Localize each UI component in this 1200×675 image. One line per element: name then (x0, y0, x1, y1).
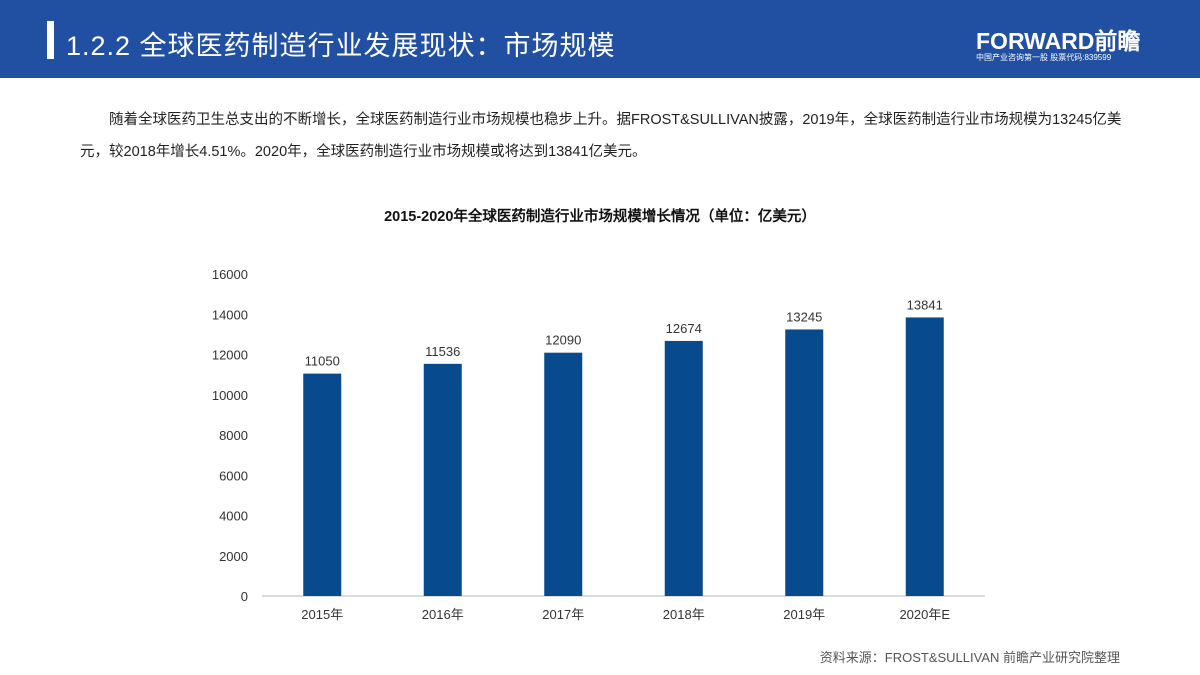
brand-logo-subtitle: 中国产业咨询第一股 股票代码:839599 (976, 53, 1112, 62)
x-tick-label: 2016年 (422, 607, 464, 622)
y-tick-label: 0 (241, 589, 248, 604)
intro-paragraph: 随着全球医药卫生总支出的不断增长，全球医药制造行业市场规模也稳步上升。据FROS… (80, 112, 1122, 160)
header-bar: 1.2.2 全球医药制造行业发展现状：市场规模 FORWARD前瞻 中国产业咨询… (0, 0, 1200, 78)
title-accent-bar (47, 21, 54, 59)
data-label: 11050 (305, 354, 340, 369)
data-label: 13841 (907, 297, 943, 312)
bar (905, 317, 944, 596)
y-tick-label: 6000 (219, 468, 248, 483)
source-note: 资料来源：FROST&SULLIVAN 前瞻产业研究院整理 (819, 650, 1120, 665)
x-tick-label: 2018年 (663, 607, 705, 622)
x-tick-label: 2015年 (301, 607, 343, 622)
y-tick-label: 12000 (212, 348, 248, 363)
y-tick-label: 4000 (219, 509, 248, 524)
data-label: 11536 (425, 344, 460, 359)
bar (423, 363, 462, 596)
data-label: 13245 (786, 309, 822, 324)
x-tick-label: 2019年 (783, 607, 825, 622)
x-tick-label: 2017年 (542, 607, 584, 622)
y-tick-label: 10000 (212, 388, 248, 403)
bar (303, 373, 342, 596)
brand-logo: FORWARD前瞻 (976, 28, 1141, 54)
bar (544, 352, 583, 596)
bar (785, 329, 824, 596)
chart-title: 2015-2020年全球医药制造行业市场规模增长情况（单位：亿美元） (384, 209, 816, 225)
x-tick-label: 2020年E (899, 607, 950, 622)
y-tick-label: 8000 (219, 428, 248, 443)
y-tick-label: 2000 (219, 549, 248, 564)
data-label: 12674 (666, 321, 702, 336)
data-label: 12090 (545, 333, 581, 348)
y-tick-label: 16000 (212, 267, 248, 282)
y-tick-label: 14000 (212, 307, 248, 322)
page-title: 1.2.2 全球医药制造行业发展现状：市场规模 (66, 31, 616, 61)
bar (664, 340, 703, 596)
